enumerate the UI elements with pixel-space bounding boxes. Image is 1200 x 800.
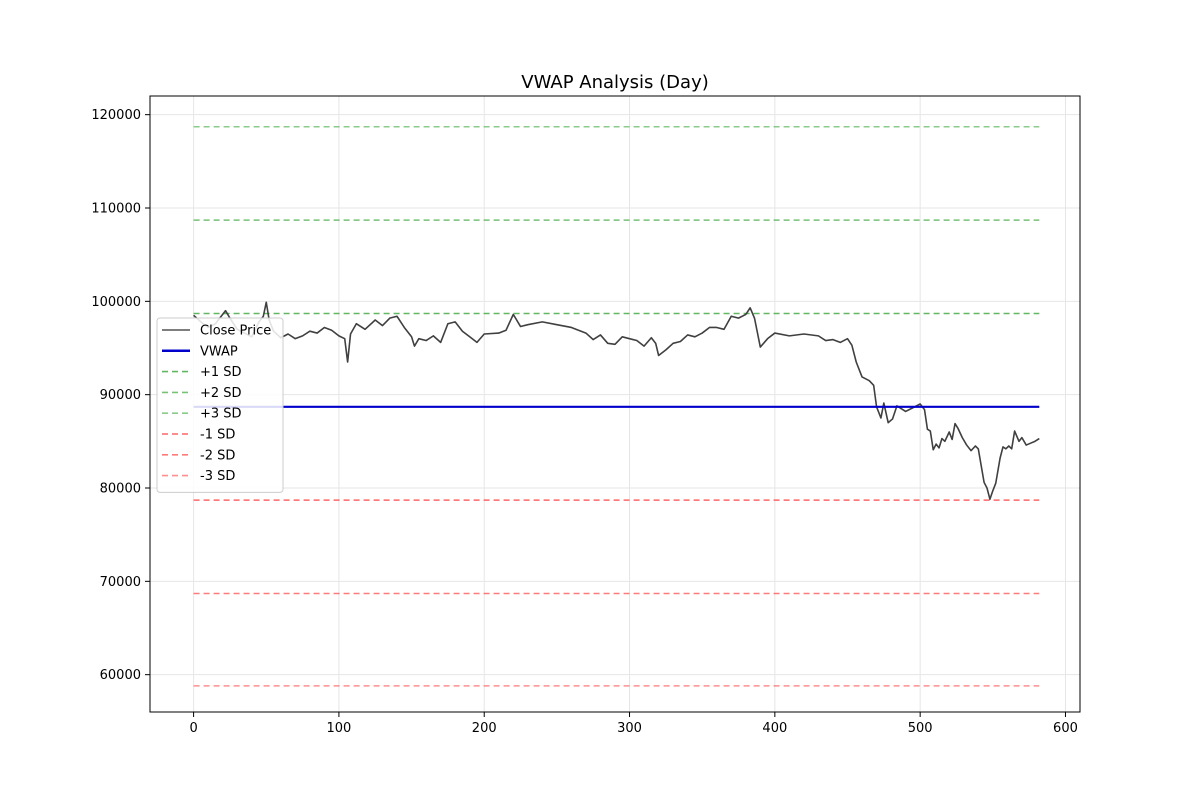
legend-label-minus-2-sd: -2 SD bbox=[200, 448, 235, 463]
y-tick-label: 70000 bbox=[100, 575, 141, 590]
close-price-line bbox=[193, 301, 1040, 500]
legend-box bbox=[156, 317, 284, 493]
y-tick-label: 90000 bbox=[100, 388, 141, 403]
x-tick-label: 0 bbox=[189, 721, 197, 736]
x-tick-label: 500 bbox=[908, 721, 933, 736]
plot-frame bbox=[149, 95, 1081, 713]
legend-label-vwap: VWAP bbox=[200, 344, 238, 359]
legend-label-close-price: Close Price bbox=[200, 324, 271, 339]
legend-label-minus-3-sd: -3 SD bbox=[200, 469, 235, 484]
legend-label-plus-1-sd: +1 SD bbox=[200, 365, 242, 380]
x-tick-label: 400 bbox=[762, 721, 787, 736]
x-tick-label: 200 bbox=[472, 721, 497, 736]
y-tick-label: 80000 bbox=[100, 482, 141, 497]
x-tick-label: 300 bbox=[617, 721, 642, 736]
y-tick-label: 120000 bbox=[91, 108, 141, 123]
x-tick-label: 600 bbox=[1053, 721, 1078, 736]
legend-label-plus-2-sd: +2 SD bbox=[200, 386, 242, 401]
series-layer bbox=[193, 301, 1040, 500]
y-tick-label: 60000 bbox=[100, 668, 141, 683]
legend-label-minus-1-sd: -1 SD bbox=[200, 428, 235, 443]
x-axis-ticks: 0 100 200 300 400 500 600 bbox=[189, 712, 1078, 736]
grid-layer bbox=[150, 96, 1080, 712]
legend: Close Price VWAP +1 SD +2 SD +3 SD -1 SD -2 SD… bbox=[156, 317, 284, 493]
y-axis-ticks: 60000 70000 80000 90000 100000 110000 120000 bbox=[91, 108, 150, 683]
chart-title: VWAP Analysis (Day) bbox=[521, 72, 709, 93]
y-tick-label: 100000 bbox=[91, 295, 141, 310]
band-lines bbox=[193, 126, 1040, 687]
y-tick-label: 110000 bbox=[91, 202, 141, 217]
x-tick-label: 100 bbox=[326, 721, 351, 736]
legend-label-plus-3-sd: +3 SD bbox=[200, 407, 242, 422]
